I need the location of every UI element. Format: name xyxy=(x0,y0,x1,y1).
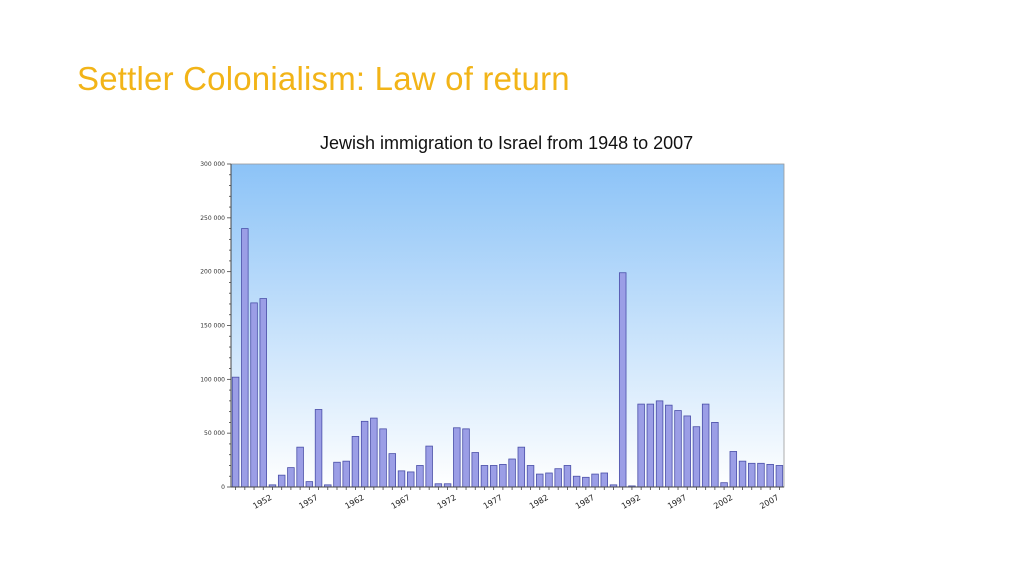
x-tick-label: 1977 xyxy=(482,493,504,511)
bar-1974 xyxy=(471,452,479,488)
bar-1963 xyxy=(370,417,378,488)
bar-1986 xyxy=(582,476,590,488)
x-tick-label: 1962 xyxy=(344,493,366,511)
x-axis: 1952 1957 1962 1967 1972 1977 1982 1987 1992 1997… xyxy=(231,486,784,511)
bar-1964 xyxy=(379,428,387,488)
bar-1999 xyxy=(701,403,710,488)
bar-1959 xyxy=(333,461,341,488)
x-tick-label: 1997 xyxy=(666,493,688,511)
x-tick-label: 1987 xyxy=(574,493,596,511)
bar-1973 xyxy=(462,428,470,488)
x-tick-label: 1957 xyxy=(297,493,319,511)
bar-1950 xyxy=(250,302,258,488)
bar-1998 xyxy=(692,426,701,488)
bar-1956 xyxy=(305,481,314,488)
bar-1961 xyxy=(351,435,360,488)
bar-1955 xyxy=(296,446,304,488)
bar-1949 xyxy=(241,228,249,488)
y-tick-label: 250 000 xyxy=(200,215,225,222)
slide-title: Settler Colonialism: Law of return xyxy=(77,60,570,97)
x-tick-label: 1992 xyxy=(620,493,642,511)
bar-1978 xyxy=(508,458,516,488)
bar-2003 xyxy=(738,460,747,488)
x-tick-label: 1972 xyxy=(436,493,458,511)
bar-1981 xyxy=(536,473,544,488)
bar-1995 xyxy=(665,404,673,488)
x-tick-label: 1982 xyxy=(528,493,550,511)
bar-1984 xyxy=(563,465,572,488)
bar-1983 xyxy=(554,468,562,488)
bar-1976 xyxy=(489,465,498,488)
y-tick-label: 100 000 xyxy=(200,376,225,383)
y-tick-label: 200 000 xyxy=(200,269,225,276)
bar-1951 xyxy=(259,298,267,488)
y-tick-label: 0 xyxy=(221,484,225,491)
plot-area xyxy=(230,163,785,488)
bar-2007 xyxy=(775,465,784,488)
bar-1990 xyxy=(618,272,627,488)
bar-1957 xyxy=(314,409,323,488)
bar-1996 xyxy=(674,410,682,488)
bar-1979 xyxy=(517,446,526,488)
x-tick-label: 1952 xyxy=(251,493,273,511)
bar-1987 xyxy=(591,473,599,488)
bar-1992 xyxy=(637,403,645,488)
bar-1953 xyxy=(277,474,286,488)
x-tick-label: 2007 xyxy=(758,493,780,511)
y-tick-label: 50 000 xyxy=(204,430,225,437)
bar-2000 xyxy=(711,421,719,488)
bar-1948 xyxy=(231,376,240,488)
bar-1988 xyxy=(600,472,609,488)
bar-2002 xyxy=(729,451,738,488)
bar-1994 xyxy=(655,400,664,488)
x-tick-label: 1967 xyxy=(390,493,412,511)
bar-1960 xyxy=(342,460,350,488)
bar-1993 xyxy=(646,403,655,488)
bar-1967 xyxy=(407,471,415,488)
bar-1954 xyxy=(287,467,295,488)
bar-1966 xyxy=(397,470,406,488)
bar-1975 xyxy=(480,465,489,488)
bar-1977 xyxy=(499,463,507,488)
bar-2004 xyxy=(748,462,756,488)
x-tick-label: 2002 xyxy=(712,493,734,511)
bar-2005 xyxy=(757,462,765,488)
y-axis: 0 50 000 100 000 150 000 200 000 250 000 300 0… xyxy=(200,161,232,491)
y-tick-label: 150 000 xyxy=(200,323,225,330)
bar-1980 xyxy=(526,465,535,488)
bar-2006 xyxy=(766,463,774,488)
bar-1969 xyxy=(425,445,433,488)
chart-title: Jewish immigration to Israel from 1948 t… xyxy=(320,133,694,153)
bar-1965 xyxy=(388,453,397,488)
bar-1972 xyxy=(453,427,461,488)
bar-1962 xyxy=(360,420,369,488)
bar-1997 xyxy=(683,415,691,488)
bar-1985 xyxy=(572,475,581,488)
y-tick-label: 300 000 xyxy=(200,161,225,168)
bar-2001 xyxy=(720,482,728,488)
bar-1982 xyxy=(545,472,553,488)
bar-1968 xyxy=(416,465,424,488)
